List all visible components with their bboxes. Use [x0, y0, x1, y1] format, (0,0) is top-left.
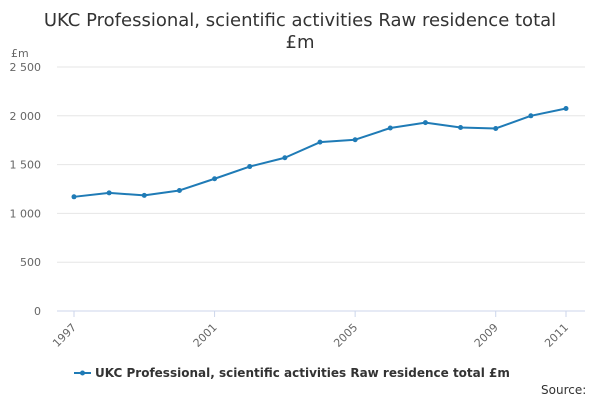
data-point[interactable]: [528, 113, 534, 119]
data-point[interactable]: [71, 194, 77, 200]
y-tick-label: 2 500: [10, 61, 42, 74]
legend-symbol-marker: [80, 370, 85, 376]
chart-title-line-1: UKC Professional, scientific activities …: [44, 10, 556, 31]
data-point[interactable]: [493, 125, 499, 131]
legend[interactable]: UKC Professional, scientific activities …: [74, 366, 510, 380]
y-tick-label: 1 500: [10, 159, 42, 172]
data-point[interactable]: [282, 155, 288, 161]
data-point[interactable]: [422, 120, 428, 126]
data-point[interactable]: [212, 176, 218, 182]
legend-item-label: UKC Professional, scientific activities …: [95, 366, 510, 380]
data-point[interactable]: [141, 192, 147, 198]
source-label: Source:: [541, 383, 586, 397]
x-axis-ticks: 1997 2001 2005 2009 2011: [50, 311, 571, 350]
data-point[interactable]: [176, 187, 182, 193]
data-point[interactable]: [247, 164, 253, 170]
series-layer: [71, 105, 569, 200]
y-axis-tick-labels: 0 500 1 000 1 500 2 000 2 500: [10, 61, 42, 318]
y-tick-label: 0: [34, 305, 41, 318]
data-point[interactable]: [458, 125, 464, 131]
chart-title-line-2: £m: [286, 32, 315, 53]
x-tick-label: 2001: [191, 321, 220, 350]
x-tick-label: 2011: [542, 321, 571, 350]
data-point[interactable]: [106, 190, 112, 196]
series-line: [73, 107, 567, 198]
data-point[interactable]: [352, 137, 358, 143]
gridlines: [57, 66, 585, 263]
data-point[interactable]: [317, 139, 323, 145]
y-axis-unit-label: £m: [11, 47, 29, 60]
y-tick-label: 500: [20, 256, 41, 269]
data-point[interactable]: [563, 105, 569, 111]
x-tick-label: 1997: [50, 321, 79, 350]
x-tick-label: 2005: [331, 321, 360, 350]
x-tick-label: 2009: [472, 321, 501, 350]
data-point[interactable]: [387, 125, 393, 131]
y-tick-label: 1 000: [10, 207, 42, 220]
y-tick-label: 2 000: [10, 110, 42, 123]
